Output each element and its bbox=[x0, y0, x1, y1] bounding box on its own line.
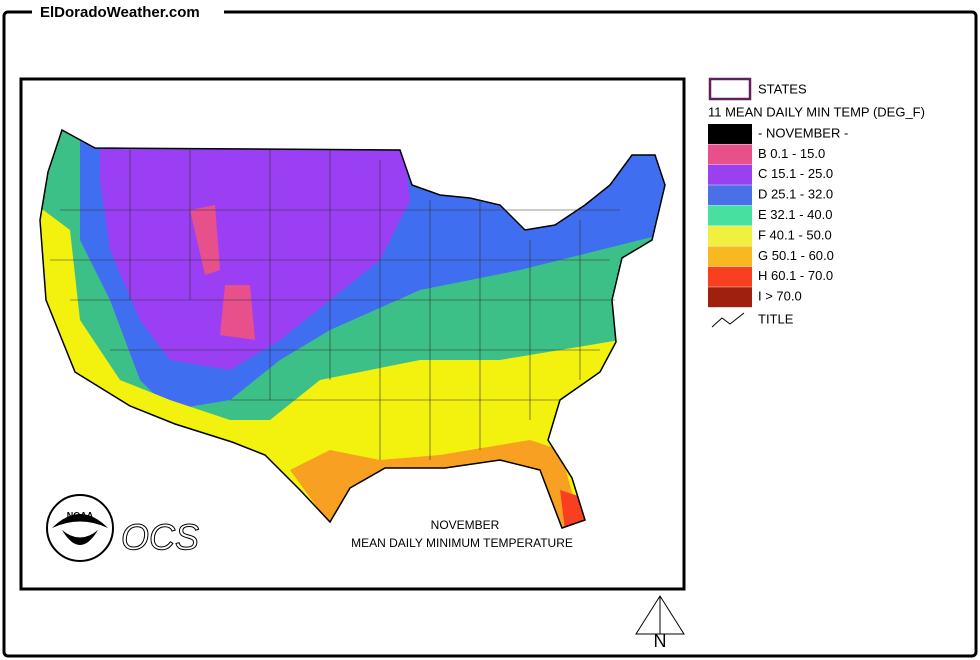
legend-swatch bbox=[708, 124, 752, 144]
noaa-text: NOAA bbox=[67, 510, 94, 520]
legend-swatch bbox=[708, 287, 752, 308]
legend-swatch bbox=[708, 226, 752, 246]
legend-title: TITLE bbox=[758, 311, 794, 326]
legend-label: - NOVEMBER - bbox=[758, 125, 848, 140]
header-bg bbox=[32, 2, 224, 22]
noaa-logo bbox=[46, 494, 114, 562]
north-label: N bbox=[654, 631, 667, 651]
ocs-logo: OCS bbox=[121, 517, 199, 558]
legend-swatch bbox=[708, 144, 752, 165]
zone-b1 bbox=[190, 205, 220, 275]
zone-b2 bbox=[220, 285, 255, 340]
legend-swatch bbox=[708, 205, 752, 226]
legend-swatch bbox=[708, 266, 752, 287]
states-swatch bbox=[708, 77, 752, 101]
legend-variable: 11 MEAN DAILY MIN TEMP (DEG_F) bbox=[708, 104, 925, 119]
legend-label: B 0.1 - 15.0 bbox=[758, 146, 825, 161]
map-subtitle: MEAN DAILY MINIMUM TEMPERATURE bbox=[351, 536, 573, 550]
legend-states: STATES bbox=[758, 81, 807, 96]
state-lines bbox=[50, 150, 620, 460]
noaa-bird bbox=[52, 514, 108, 545]
legend-swatch bbox=[708, 246, 752, 267]
title-swatch bbox=[711, 312, 745, 328]
legend-label: G 50.1 - 60.0 bbox=[758, 248, 834, 263]
map-title: NOVEMBER bbox=[431, 518, 500, 532]
legend-label: C 15.1 - 25.0 bbox=[758, 166, 833, 181]
legend-label: H 60.1 - 70.0 bbox=[758, 268, 833, 283]
legend-label: E 32.1 - 40.0 bbox=[758, 207, 832, 222]
legend-items: - NOVEMBER - B 0.1 - 15.0 C 15.1 - 25.0 D 2… bbox=[708, 124, 848, 308]
legend-swatch bbox=[708, 185, 752, 206]
zone-c bbox=[100, 130, 410, 370]
legend-label: F 40.1 - 50.0 bbox=[758, 227, 832, 242]
us-outline bbox=[39, 128, 666, 529]
legend-label: I > 70.0 bbox=[758, 289, 802, 304]
legend-swatch bbox=[708, 164, 752, 185]
site-name: ElDoradoWeather.com bbox=[40, 4, 200, 21]
legend-label: D 25.1 - 32.0 bbox=[758, 187, 833, 202]
